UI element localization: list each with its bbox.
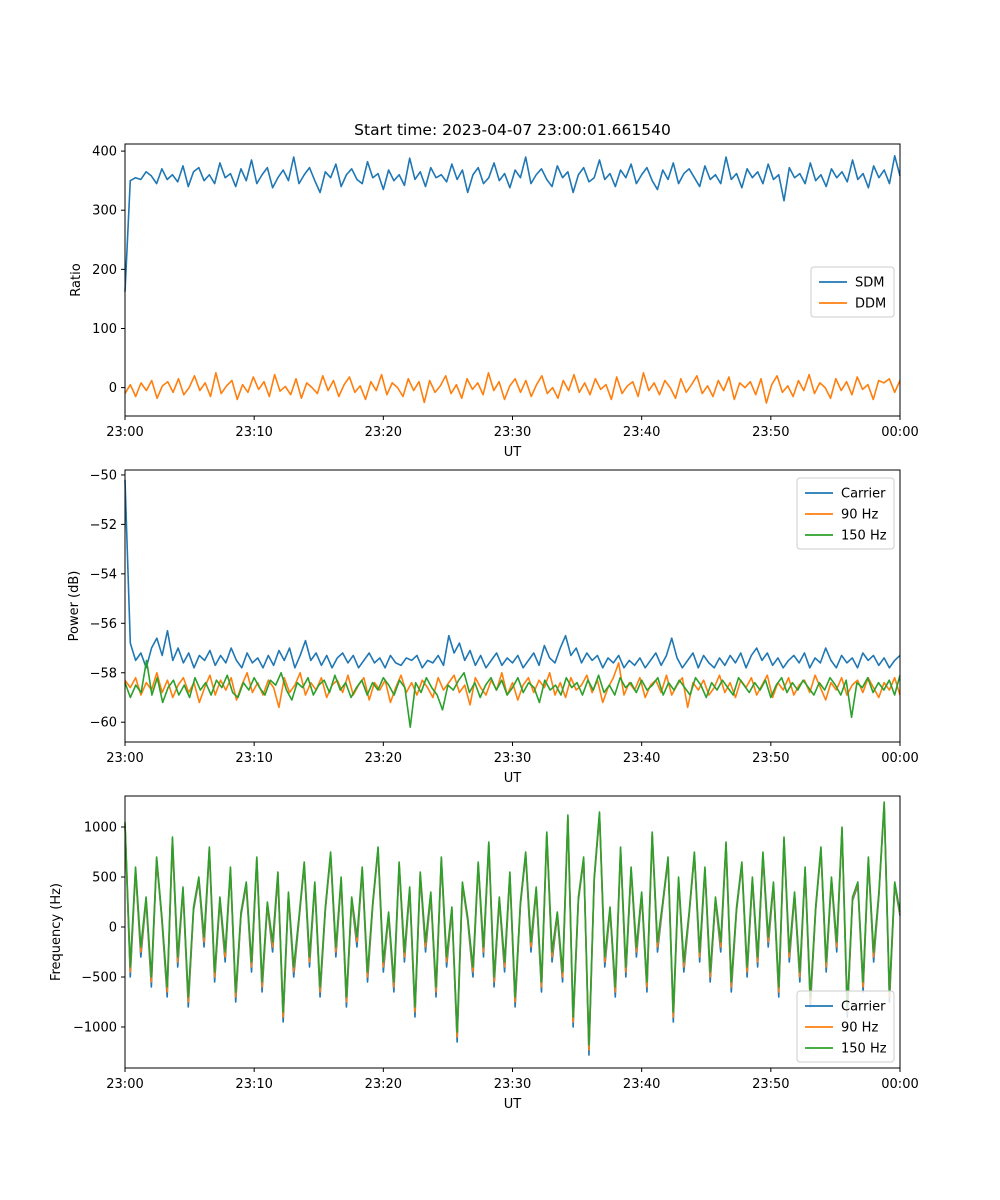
y-tick-label: 400 xyxy=(92,145,117,160)
y-tick-label: −54 xyxy=(90,567,117,582)
x-tick-label: 23:30 xyxy=(494,425,531,440)
x-tick-label: 23:20 xyxy=(365,425,402,440)
legend-entry: SDM xyxy=(855,276,884,291)
y-tick-label: −1000 xyxy=(73,1021,117,1036)
y-tick-label: 0 xyxy=(109,381,117,396)
x-tick-label: 23:50 xyxy=(752,751,789,766)
legend-entry: 90 Hz xyxy=(841,508,878,523)
y-tick-label: −52 xyxy=(90,518,117,533)
legend-entry: 90 Hz xyxy=(841,1021,878,1036)
y-tick-label: 0 xyxy=(109,921,117,936)
x-tick-label: 23:20 xyxy=(365,751,402,766)
y-tick-label: 100 xyxy=(92,322,117,337)
plot-2: 23:00 23:10 23:20 23:30 23:40 23:50 00:00 −60 −5… xyxy=(67,468,919,786)
y-tick-label: 1000 xyxy=(84,821,117,836)
x-tick-label: 23:30 xyxy=(494,751,531,766)
x-tick-label: 23:10 xyxy=(235,425,272,440)
legend-box xyxy=(796,477,895,550)
plot-1: 23:00 23:10 23:20 23:30 23:40 23:50 00:00 0 100 2… xyxy=(69,143,919,460)
y-tick-label: −500 xyxy=(81,971,117,986)
x-tick-label: 23:50 xyxy=(752,1077,789,1092)
y-tick-label: 500 xyxy=(92,871,117,886)
x-tick-label: 23:00 xyxy=(106,751,143,766)
y-axis-label: Ratio xyxy=(69,263,84,296)
x-axis-label: UT xyxy=(504,445,522,460)
legend-entry: 150 Hz xyxy=(841,1042,887,1057)
x-tick-label: 23:00 xyxy=(106,1077,143,1092)
x-tick-label: 23:40 xyxy=(623,751,660,766)
y-tick-label: 200 xyxy=(92,263,117,278)
y-tick-label: 300 xyxy=(92,204,117,219)
y-tick-label: −60 xyxy=(90,716,117,731)
y-tick-label: −58 xyxy=(90,666,117,681)
legend-entry: 150 Hz xyxy=(841,529,887,544)
series-line-150-hz xyxy=(124,659,901,728)
series-line-90-hz xyxy=(124,662,901,709)
legend-entry: Carrier xyxy=(841,487,886,502)
x-tick-label: 23:30 xyxy=(494,1077,531,1092)
x-tick-label: 00:00 xyxy=(881,751,918,766)
x-tick-label: 00:00 xyxy=(881,1077,918,1092)
legend-box xyxy=(810,266,895,318)
y-tick-label: −50 xyxy=(90,468,117,483)
chart-title: Start time: 2023-04-07 23:00:01.661540 xyxy=(354,121,671,139)
y-axis-label: Frequency (Hz) xyxy=(49,883,64,981)
x-tick-label: 00:00 xyxy=(881,425,918,440)
legend-box xyxy=(796,990,895,1063)
x-tick-label: 23:10 xyxy=(235,751,272,766)
series-line-carrier xyxy=(124,479,901,669)
x-tick-label: 23:40 xyxy=(623,425,660,440)
x-tick-label: 23:20 xyxy=(365,1077,402,1092)
legend: SDM DDM xyxy=(810,266,895,318)
y-tick-label: −56 xyxy=(90,617,117,632)
series-line-150-hz xyxy=(124,801,901,1046)
x-tick-label: 23:40 xyxy=(623,1077,660,1092)
x-axis-label: UT xyxy=(504,771,522,786)
x-tick-label: 23:00 xyxy=(106,425,143,440)
legend-entry: Carrier xyxy=(841,1000,886,1015)
legend: Carrier 90 Hz 150 Hz xyxy=(796,477,895,550)
series-line-sdm xyxy=(124,155,901,292)
x-tick-label: 23:10 xyxy=(235,1077,272,1092)
plot-3: 23:00 23:10 23:20 23:30 23:40 23:50 00:00 −1000… xyxy=(49,795,919,1112)
legend: Carrier 90 Hz 150 Hz xyxy=(796,990,895,1063)
x-tick-label: 23:50 xyxy=(752,425,789,440)
plots-container: 23:00 23:10 23:20 23:30 23:40 23:50 00:00 0 100 2… xyxy=(49,143,919,1112)
x-axis-label: UT xyxy=(504,1097,522,1112)
series-line-ddm xyxy=(124,372,901,404)
y-axis-label: Power (dB) xyxy=(67,571,82,642)
legend-entry: DDM xyxy=(855,297,886,312)
